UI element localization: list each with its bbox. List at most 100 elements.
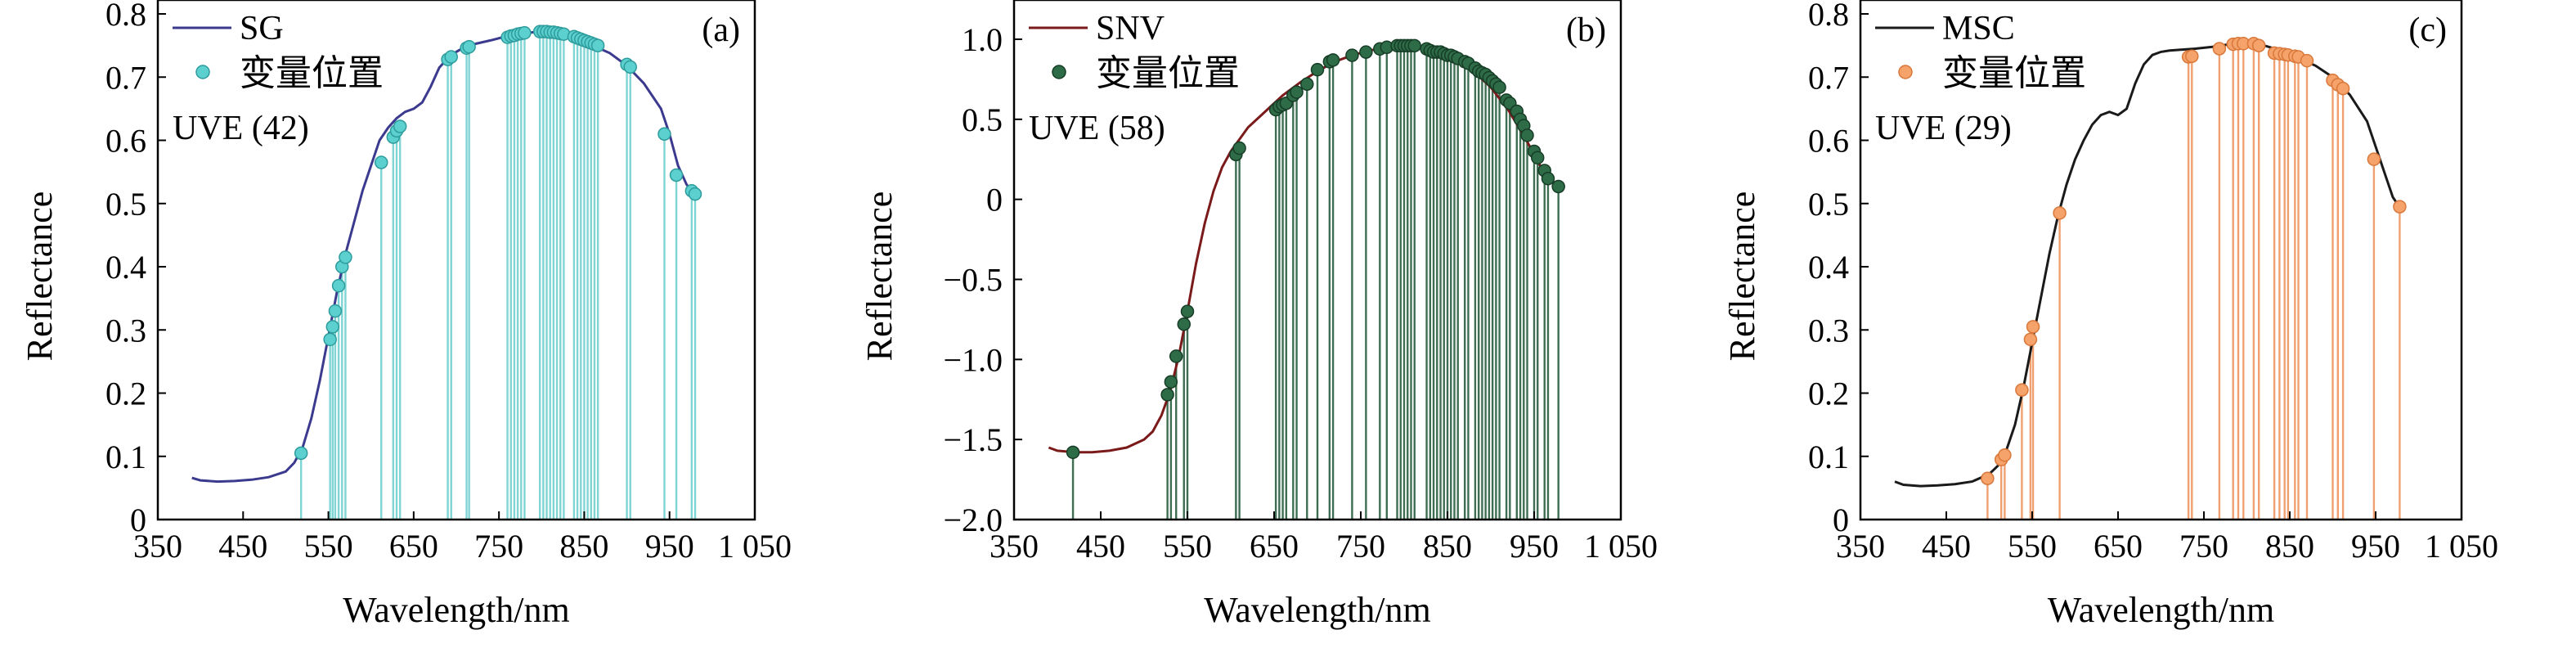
y-axis-b: −2.0 −1.5 −1.0 −0.5 0 0.5 1.0 — [943, 21, 1022, 538]
y-tick-label: 1.0 — [962, 21, 1003, 58]
y-tick-label: −0.5 — [943, 262, 1003, 299]
variable-marker — [1359, 45, 1373, 59]
x-axis-label: Wavelength/nm — [2048, 590, 2275, 630]
legend-line-label: SNV — [1096, 10, 1165, 47]
x-tick-label: 850 — [1423, 528, 1472, 565]
y-tick-label: 0.4 — [105, 249, 146, 286]
variable-marker — [2336, 81, 2350, 96]
variable-marker — [1492, 80, 1506, 94]
spectrum-line-a — [191, 30, 697, 484]
legend-marker-swatch — [195, 65, 210, 79]
x-tick-label: 550 — [1163, 528, 1212, 565]
y-axis-c: 0 0.1 0.2 0.3 0.4 0.5 0.6 0.7 0.8 — [1808, 0, 1869, 538]
method-label: UVE (42) — [173, 110, 309, 147]
x-tick-label: 450 — [218, 528, 267, 565]
variable-marker — [2300, 53, 2314, 68]
variable-marker — [462, 39, 476, 54]
legend-marker-swatch — [1898, 65, 1913, 79]
x-tick-label: 650 — [2094, 528, 2143, 565]
y-axis-a: 0 0.1 0.2 0.3 0.4 0.5 0.6 0.7 0.8 — [105, 0, 166, 538]
y-tick-label: 0.5 — [962, 101, 1003, 138]
variable-marker — [1300, 77, 1314, 92]
variable-marker — [2393, 200, 2407, 214]
legend-c: MSC 变量位置 UVE (29) — [1875, 10, 2086, 147]
x-axis-label: Wavelength/nm — [1204, 590, 1431, 630]
x-tick-label: 750 — [474, 528, 523, 565]
y-tick-label: 0 — [130, 502, 146, 538]
variable-marker — [518, 25, 532, 40]
x-axis-a: 350 450 550 650 750 850 950 1 050 — [133, 511, 792, 565]
variable-marker — [331, 278, 346, 293]
x-tick-label: 850 — [2265, 528, 2314, 565]
panel-label: (a) — [702, 11, 740, 49]
x-tick-label: 1 050 — [2425, 528, 2498, 565]
variable-marker — [339, 250, 352, 264]
x-tick-label: 750 — [2179, 528, 2228, 565]
y-axis-label: Reflectance — [859, 191, 900, 362]
y-tick-label: 0.7 — [1808, 59, 1849, 96]
y-tick-label: 0.2 — [1808, 376, 1849, 412]
plot-frame-a — [156, 0, 756, 521]
y-tick-label: −2.0 — [943, 502, 1003, 538]
variable-marker — [669, 168, 684, 182]
variable-marker — [1169, 349, 1183, 363]
plot-frame-c — [1859, 0, 2463, 521]
x-tick-label: 950 — [645, 528, 694, 565]
variable-marker — [374, 155, 388, 169]
variable-marker — [323, 332, 337, 347]
variable-marker — [1345, 48, 1359, 62]
legend-marker-label: 变量位置 — [240, 52, 384, 94]
y-tick-label: 0.2 — [105, 376, 146, 412]
stems-c — [1986, 43, 2401, 520]
y-tick-label: 0.3 — [1808, 312, 1849, 349]
x-tick-label: 1 050 — [718, 528, 792, 565]
x-tick-label: 1 050 — [1584, 528, 1658, 565]
variable-marker — [1164, 375, 1178, 389]
x-tick-label: 650 — [389, 528, 438, 565]
variable-marker — [1180, 304, 1195, 318]
y-tick-label: 0 — [986, 182, 1003, 218]
panel-label: (b) — [1566, 11, 1606, 49]
variable-marker — [2251, 38, 2266, 52]
markers-b — [1066, 38, 1565, 460]
variable-marker — [1232, 141, 1246, 155]
x-axis-c: 350 450 550 650 750 850 950 1 050 — [1836, 511, 2498, 565]
y-tick-label: −1.0 — [943, 341, 1003, 378]
variable-marker — [2015, 383, 2029, 397]
variable-marker — [1541, 171, 1555, 186]
variable-marker — [1998, 448, 2012, 462]
x-tick-label: 850 — [559, 528, 608, 565]
variable-marker — [2212, 42, 2227, 56]
y-tick-label: 0.6 — [1808, 123, 1849, 160]
variable-marker — [1530, 151, 1545, 165]
variable-marker — [2185, 49, 2199, 64]
x-tick-label: 450 — [1076, 528, 1125, 565]
panel-c: 350 450 550 650 750 850 950 1 050 Wavelength/nm 0… — [1722, 0, 2498, 630]
stems-b — [1071, 45, 1560, 520]
x-tick-label: 750 — [1336, 528, 1385, 565]
y-tick-label: 0.1 — [1808, 439, 1849, 475]
variable-marker — [328, 304, 343, 318]
y-tick-label: −1.5 — [943, 421, 1003, 458]
legend-a: SG 变量位置 UVE (42) — [173, 10, 384, 147]
plot-frame-b — [1012, 0, 1622, 521]
legend-line-label: MSC — [1942, 10, 2015, 47]
legend-marker-label: 变量位置 — [1942, 52, 2086, 94]
variable-marker — [294, 446, 308, 461]
variable-marker — [444, 50, 458, 64]
variable-marker — [1326, 53, 1340, 67]
y-tick-label: 0.3 — [105, 312, 146, 349]
variable-marker — [2367, 152, 2381, 166]
variable-marker — [623, 60, 637, 74]
variable-marker — [2023, 332, 2038, 347]
variable-marker — [1066, 445, 1080, 460]
panel-label: (c) — [2408, 11, 2447, 49]
markers-c — [1981, 37, 2407, 486]
y-tick-label: 0.8 — [105, 0, 146, 33]
variable-marker — [657, 127, 671, 142]
y-tick-label: 0.4 — [1808, 249, 1849, 286]
y-tick-label: 0.8 — [1808, 0, 1849, 33]
markers-a — [294, 25, 702, 461]
